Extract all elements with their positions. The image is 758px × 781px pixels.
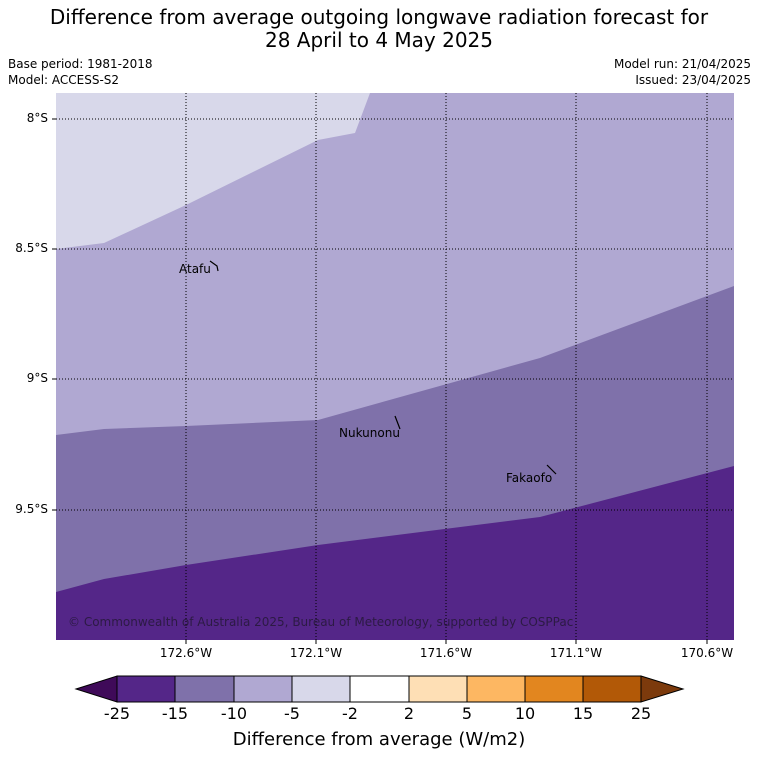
x-tick-label: 172.1°W: [289, 646, 343, 660]
colorbar-tick-label: 10: [514, 704, 536, 723]
y-tick-label: 9.5°S: [15, 502, 48, 516]
copyright-notice: © Commonwealth of Australia 2025, Bureau…: [68, 615, 573, 629]
model-name: Model: ACCESS-S2: [8, 73, 120, 87]
colorbar-bin: [233, 675, 293, 703]
colorbar-title: Difference from average (W/m2): [232, 729, 526, 750]
colorbar-bin: [174, 675, 235, 703]
x-tick-label: 171.1°W: [549, 646, 603, 660]
colorbar-bin: [524, 675, 584, 703]
place-label-atafu: Atafu: [179, 262, 211, 276]
x-tick-label: 170.6°W: [680, 646, 734, 660]
nukunonu-coastline: [394, 415, 401, 430]
map-panel: Atafu Nukunonu Fakaofo © Commonwealth of…: [56, 93, 734, 640]
place-label-nukunonu: Nukunonu: [339, 426, 400, 440]
colorbar-tick-label: 25: [630, 704, 652, 723]
graticule: [56, 93, 734, 640]
issued-date: Issued: 23/04/2025: [635, 73, 751, 87]
colorbar-extend-low: [74, 675, 118, 703]
band-minus2-plus2: [56, 93, 370, 249]
band-minus15-minus10: [56, 466, 734, 640]
x-tick-label: 172.6°W: [159, 646, 213, 660]
place-label-fakaofo: Fakaofo: [506, 471, 552, 485]
colorbar-bin: [291, 675, 351, 703]
model-run: Model run: 21/04/2025: [613, 57, 751, 71]
colorbar-tick-label: -5: [284, 704, 300, 723]
colorbar-bin: [466, 675, 526, 703]
fakaofo-coastline: [546, 464, 557, 475]
x-tick-label: 171.6°W: [419, 646, 473, 660]
chart-title-line2: 28 April to 4 May 2025: [265, 28, 493, 52]
chart-title-line1: Difference from average outgoing longwav…: [49, 5, 709, 29]
colorbar-tick-label: -2: [342, 704, 358, 723]
colorbar-bin: [408, 675, 468, 703]
colorbar-tick-label: -10: [220, 704, 248, 723]
colorbar-tick-label: -15: [161, 704, 189, 723]
colorbar-tick-label: 15: [572, 704, 594, 723]
colorbar-extend-high: [640, 675, 685, 703]
axis-ticks: [52, 118, 708, 644]
colorbar-tick-label: -25: [103, 704, 131, 723]
base-period: Base period: 1981-2018: [8, 57, 153, 71]
y-tick-label: 8.5°S: [15, 241, 48, 255]
y-tick-label: 8°S: [26, 111, 48, 125]
colorbar: [74, 675, 685, 703]
colorbar-bin: [582, 675, 642, 703]
colorbar-bin: [349, 675, 410, 703]
colorbar-tick-label: 5: [461, 704, 473, 723]
atafu-coastline: [209, 260, 219, 272]
colorbar-bin: [116, 675, 176, 703]
colorbar-tick-label: 2: [403, 704, 415, 723]
y-tick-label: 9°S: [26, 371, 48, 385]
